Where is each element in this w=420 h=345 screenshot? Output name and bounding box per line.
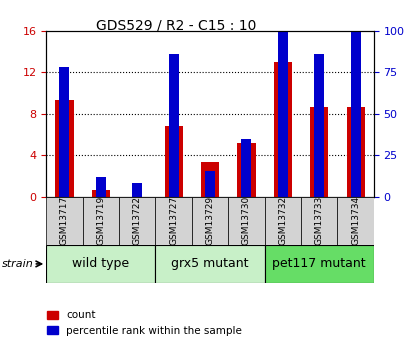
Bar xyxy=(132,183,142,197)
FancyBboxPatch shape xyxy=(119,197,155,245)
FancyBboxPatch shape xyxy=(83,197,119,245)
Bar xyxy=(96,177,106,197)
Bar xyxy=(92,190,110,197)
Text: GSM13729: GSM13729 xyxy=(205,196,215,245)
Bar xyxy=(241,139,252,197)
FancyBboxPatch shape xyxy=(46,245,155,283)
Text: GSM13734: GSM13734 xyxy=(351,196,360,245)
Bar xyxy=(165,126,183,197)
Text: GSM13727: GSM13727 xyxy=(169,196,178,245)
Text: pet117 mutant: pet117 mutant xyxy=(273,257,366,270)
Bar xyxy=(59,67,69,197)
Text: GSM13717: GSM13717 xyxy=(60,196,69,245)
FancyBboxPatch shape xyxy=(155,197,192,245)
FancyBboxPatch shape xyxy=(228,197,265,245)
FancyBboxPatch shape xyxy=(265,197,301,245)
FancyBboxPatch shape xyxy=(265,245,374,283)
Bar xyxy=(237,143,255,197)
Bar xyxy=(55,100,74,197)
Bar xyxy=(168,54,178,197)
FancyBboxPatch shape xyxy=(46,197,83,245)
FancyBboxPatch shape xyxy=(155,245,265,283)
Bar xyxy=(314,54,324,197)
Text: GSM13722: GSM13722 xyxy=(133,196,142,245)
Text: GDS529 / R2 - C15 : 10: GDS529 / R2 - C15 : 10 xyxy=(96,19,257,33)
Bar xyxy=(346,107,365,197)
Text: grx5 mutant: grx5 mutant xyxy=(171,257,249,270)
Text: wild type: wild type xyxy=(72,257,129,270)
Text: strain: strain xyxy=(2,259,34,269)
Text: GSM13732: GSM13732 xyxy=(278,196,287,245)
Bar xyxy=(351,2,361,197)
Bar xyxy=(201,162,219,197)
FancyBboxPatch shape xyxy=(301,197,337,245)
Bar xyxy=(278,0,288,197)
FancyBboxPatch shape xyxy=(337,197,374,245)
Text: GSM13719: GSM13719 xyxy=(96,196,105,245)
Bar xyxy=(310,107,328,197)
Legend: count, percentile rank within the sample: count, percentile rank within the sample xyxy=(43,306,246,340)
Text: GSM13730: GSM13730 xyxy=(242,196,251,245)
Text: GSM13733: GSM13733 xyxy=(315,196,324,245)
Bar xyxy=(274,62,292,197)
FancyBboxPatch shape xyxy=(192,197,228,245)
Bar xyxy=(205,171,215,197)
